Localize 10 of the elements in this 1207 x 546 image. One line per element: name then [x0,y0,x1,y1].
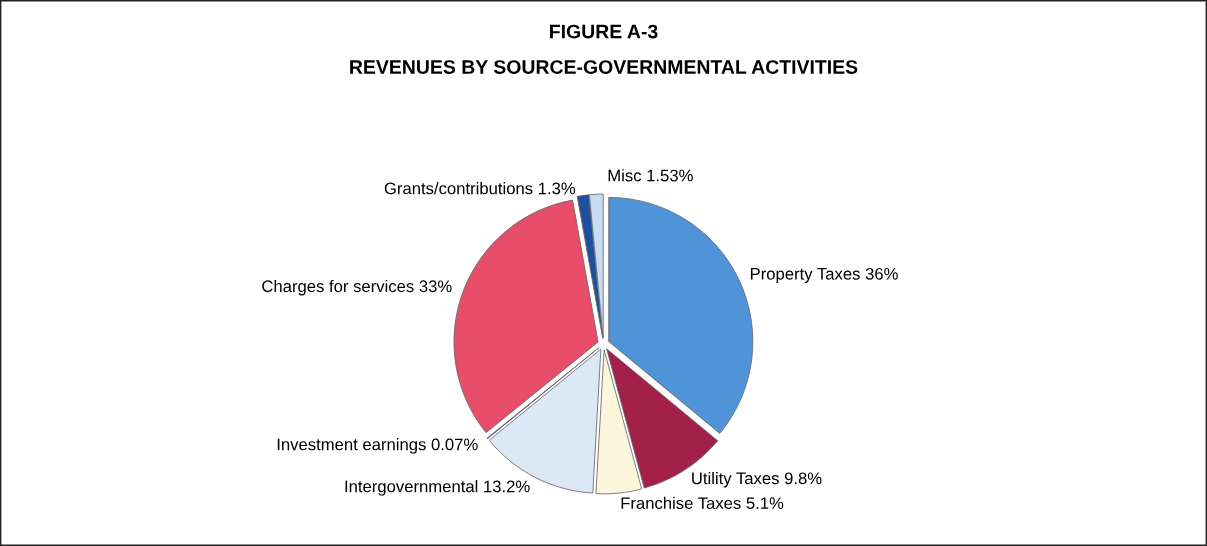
slice-label: Charges for services 33% [262,279,452,296]
slice-label: Utility Taxes 9.8% [692,471,822,488]
slice-label: Intergovernmental 13.2% [345,480,530,496]
slice-label: Investment earnings 0.07% [277,438,478,454]
slice-label: Franchise Taxes 5.1% [621,496,784,510]
slice-label: Misc 1.53% [608,169,693,182]
slice-label: Grants/contributions 1.3% [384,182,576,195]
slice-label: Property Taxes 36% [750,267,898,284]
chart-title: FIGURE A-3 [550,24,658,39]
chart-subtitle: REVENUES BY SOURCE-GOVERNMENTAL ACTIVITIES [350,60,858,74]
